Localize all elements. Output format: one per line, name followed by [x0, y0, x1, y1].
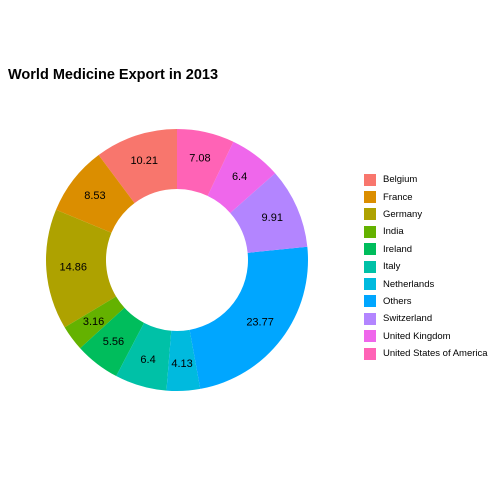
legend-label: Switzerland — [383, 313, 433, 325]
data-label-india: 3.16 — [83, 316, 104, 328]
legend-label: Netherlands — [383, 278, 435, 290]
data-label-united-kingdom: 6.4 — [232, 171, 247, 183]
legend-item: Belgium — [363, 171, 488, 188]
data-label-united-states-of-america: 7.08 — [189, 152, 210, 164]
legend-key — [363, 224, 377, 239]
legend-label: Belgium — [383, 174, 418, 186]
legend-item: Italy — [363, 258, 488, 275]
legend-key — [363, 207, 377, 222]
slice-switzerland — [230, 173, 308, 253]
data-label-ireland: 5.56 — [103, 336, 124, 348]
slice-united-states-of-america — [177, 129, 234, 196]
legend-key — [363, 311, 377, 326]
slice-united-kingdom — [207, 141, 276, 213]
slice-others — [189, 246, 308, 389]
legend-label: United States of America — [383, 348, 488, 360]
legend-key — [363, 329, 377, 344]
legend-key — [363, 242, 377, 257]
slice-belgium — [98, 129, 177, 204]
chart-title: World Medicine Export in 2013 — [8, 67, 219, 83]
legend-label: Germany — [383, 208, 423, 220]
data-label-others: 23.77 — [246, 316, 274, 328]
legend-key — [363, 346, 377, 361]
legend-label: Others — [383, 295, 412, 307]
slice-germany — [46, 209, 117, 328]
legend-key — [363, 277, 377, 292]
legend-label: Ireland — [383, 243, 413, 255]
legend-key — [363, 259, 377, 274]
data-label-switzerland: 9.91 — [262, 212, 283, 224]
legend-item: India — [363, 223, 488, 240]
slice-italy — [116, 322, 172, 391]
legend: Belgium France Germany India Ireland Italy Net… — [363, 171, 488, 362]
legend-key — [363, 190, 377, 205]
legend-key — [363, 294, 377, 309]
data-label-france: 8.53 — [84, 190, 105, 202]
legend-item: Others — [363, 293, 488, 310]
legend-label: Italy — [383, 261, 401, 273]
legend-item: France — [363, 188, 488, 205]
legend-label: United Kingdom — [383, 330, 451, 342]
slice-ireland — [80, 307, 145, 377]
data-label-italy: 6.4 — [140, 354, 155, 366]
data-label-netherlands: 4.13 — [171, 358, 192, 370]
legend-item: Ireland — [363, 241, 488, 258]
legend-item: Switzerland — [363, 310, 488, 327]
slice-india — [64, 296, 125, 349]
legend-label: India — [383, 226, 404, 238]
slice-netherlands — [166, 329, 201, 391]
legend-item: United Kingdom — [363, 328, 488, 345]
legend-item: Germany — [363, 206, 488, 223]
legend-key — [363, 172, 377, 187]
data-label-germany: 14.86 — [60, 262, 88, 274]
legend-item: United States of America — [363, 345, 488, 362]
legend-label: France — [383, 191, 413, 203]
slice-france — [56, 155, 135, 233]
data-label-belgium: 10.21 — [130, 155, 158, 167]
legend-item: Netherlands — [363, 275, 488, 292]
